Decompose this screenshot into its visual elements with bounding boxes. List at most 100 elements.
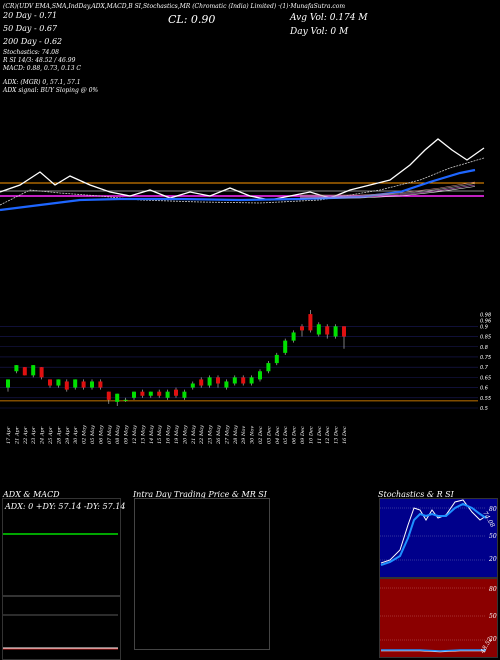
candle-body — [115, 393, 120, 402]
main-chart-svg: 0.9 0.85 0.8 0.75 0.7 0.65 0.6 0.55 0.5 0.980.96 1… — [0, 138, 491, 445]
date-label: 07 May — [107, 425, 113, 444]
sma20-dotted-line — [0, 157, 485, 206]
candle-body — [132, 391, 136, 398]
date-label: 13 May — [140, 425, 146, 444]
rsi-signal-line — [381, 650, 486, 653]
intraday-panel — [134, 498, 270, 650]
candle-body — [48, 379, 52, 386]
candle-body — [73, 379, 78, 388]
candle-body — [190, 383, 195, 388]
date-label: 30 Nov — [250, 426, 256, 444]
candle-body — [325, 326, 330, 335]
candle-body — [165, 391, 170, 398]
date-label: 08 May — [115, 425, 121, 444]
candle-body — [98, 381, 103, 388]
date-label: 16 Dec — [342, 426, 348, 444]
date-label: 02 Dec — [258, 426, 264, 444]
candle-body — [333, 326, 338, 337]
stoch-d-line — [380, 502, 487, 566]
candle-body — [81, 381, 86, 388]
sma-ribbon-line — [300, 181, 476, 196]
date-label: 29 Apr — [65, 426, 71, 445]
candle-body — [199, 379, 204, 386]
date-label: 29 Nov — [241, 426, 247, 445]
rsi-tick-80: 80 — [489, 586, 497, 593]
candle-body — [316, 324, 321, 335]
candle-body — [342, 326, 346, 337]
sma-ribbon-line — [300, 186, 476, 199]
adx-values: ADX: 0 +DY: 57.14 -DY: 57.14 — [5, 502, 126, 511]
date-label: 09 Dec — [300, 426, 306, 444]
candle-body — [90, 381, 94, 388]
y-tick-label: 0.9 — [480, 324, 488, 330]
y-tick-label: 0.65 — [480, 375, 491, 381]
stoch-title: Stochastics & R SI — [378, 490, 454, 499]
date-label: 12 Dec — [325, 426, 331, 444]
candle-body — [291, 332, 296, 341]
candle-body — [6, 379, 10, 388]
y-tick-label-extra: 0.96 — [480, 318, 491, 324]
macd-label: MACD: 0.88, 0.73, 0.13 C — [3, 65, 82, 72]
stoch-tick-50: 50 — [489, 533, 497, 540]
candle-body — [283, 340, 288, 353]
date-label: 20 May — [182, 425, 188, 445]
candle-body — [39, 367, 44, 378]
adx-signal-label: ADX signal: BUY Sloping @ 0% — [3, 87, 99, 94]
date-label: 16 May — [166, 425, 172, 444]
rsi-panel — [379, 578, 498, 658]
date-label: 21 Apr — [14, 426, 20, 445]
y-tick-label: 0.7 — [480, 365, 489, 371]
candle-body — [224, 381, 229, 388]
date-label: 28 May — [233, 425, 239, 445]
candle-body — [22, 367, 27, 376]
date-label: 10 Dec — [308, 426, 314, 444]
adx-macd-title: ADX & MACD — [3, 490, 60, 499]
candle-body — [308, 314, 313, 331]
rsi-label: R SI 14/3: 48.52 / 46.99 — [3, 57, 76, 64]
date-label: 05 May — [90, 425, 96, 444]
date-label: 15 May — [157, 425, 163, 444]
date-label: 25 Apr — [48, 426, 54, 445]
stochastics-label: Stochastics: 74.08 — [3, 49, 59, 56]
candle-body — [148, 391, 153, 396]
candle-body — [241, 377, 246, 384]
adx-panel — [2, 498, 121, 596]
candle-body — [56, 379, 61, 386]
candle-body — [300, 326, 304, 331]
avg-volume: Avg Vol: 0.174 M — [290, 13, 368, 23]
date-label: 09 May — [124, 425, 130, 444]
candle-body — [232, 377, 237, 384]
close-price: CL: 0.90 — [168, 13, 216, 26]
y-tick-label-extra: 0.98 — [480, 312, 491, 318]
ema-blue-line — [0, 168, 476, 212]
date-label: 17 Apr — [6, 426, 12, 444]
intraday-title: Intra Day Trading Price & MR SI — [133, 490, 267, 499]
date-label: 06 May — [98, 425, 104, 444]
y-tick-label: 0.6 — [480, 386, 488, 392]
date-label: 23 May — [208, 425, 214, 445]
candle-body — [258, 371, 262, 380]
day-volume: Day Vol: 0 M — [290, 27, 349, 37]
candle-body — [207, 377, 212, 386]
date-label: 12 May — [132, 425, 138, 444]
header-top-line: (CR)(UDV EMA,SMA,IndDay,ADX,MACD,B SI,St… — [3, 3, 346, 10]
candle-body — [31, 365, 36, 376]
candle-body — [64, 381, 69, 390]
date-label: 21 May — [191, 425, 197, 445]
date-label: 23 Apr — [31, 426, 37, 445]
date-label: 02 May — [82, 425, 88, 444]
candle-body — [123, 399, 128, 401]
rsi-line — [381, 649, 486, 652]
candle-body — [140, 391, 145, 396]
stoch-tick-20: 20 — [489, 556, 497, 563]
rsi-tick-50: 50 — [489, 613, 497, 620]
y-tick-label: 0.5 — [480, 406, 488, 412]
sma50-label: 50 Day - 0.67 — [3, 24, 58, 33]
candle-body — [14, 365, 19, 372]
date-label: 24 Apr — [40, 426, 46, 445]
rsi-tick-20: 20 — [489, 636, 497, 643]
date-label: 13 Dec — [334, 426, 340, 444]
y-tick-label: 0.85 — [480, 335, 491, 341]
